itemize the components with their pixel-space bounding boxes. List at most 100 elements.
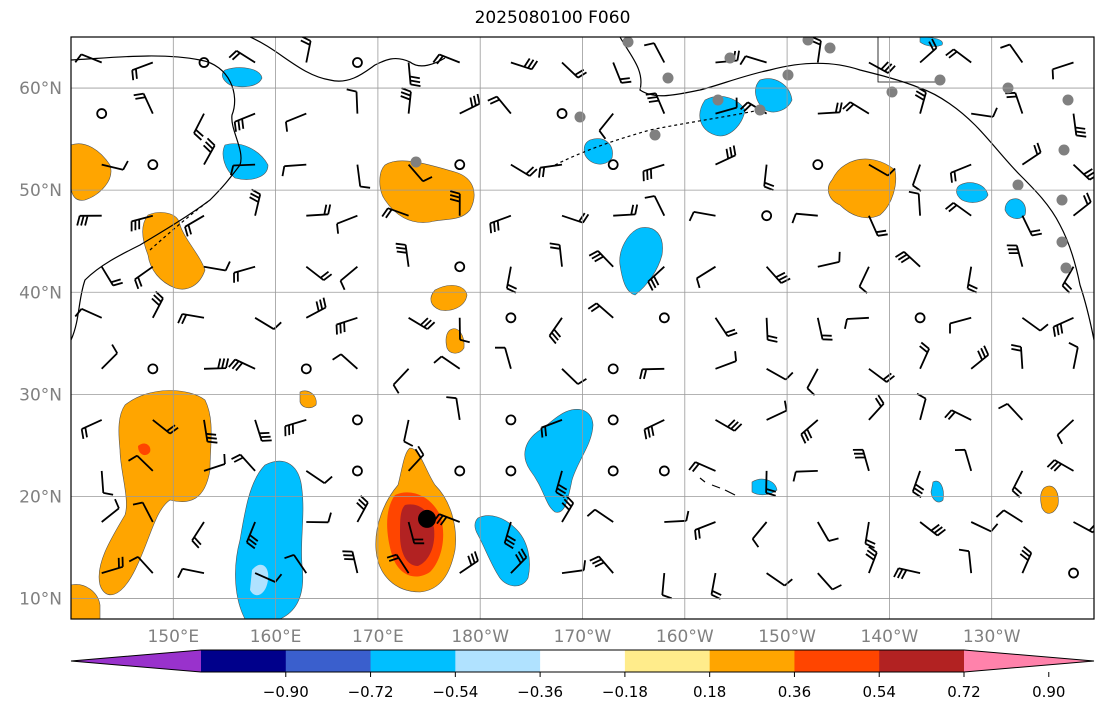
- wind-barb: [911, 470, 925, 499]
- wind-barb: [203, 358, 230, 370]
- wind-barb: [74, 307, 103, 319]
- colorbar-tick-label: 0.54: [863, 683, 896, 701]
- calm-wind-marker: [658, 465, 670, 477]
- wind-barb: [893, 567, 921, 580]
- wind-barb: [895, 251, 921, 268]
- wind-barb: [765, 470, 777, 497]
- station-dot: [662, 72, 674, 84]
- wind-barb: [254, 572, 283, 583]
- wind-barb: [647, 266, 665, 291]
- wind-barb: [561, 560, 586, 574]
- blue-region-north-east: [919, 37, 943, 47]
- wind-barb: [1051, 61, 1074, 80]
- wind-barb: [339, 266, 358, 291]
- colorbar-high-extend: [964, 650, 1094, 672]
- wind-barb: [203, 453, 226, 472]
- blue-region-bc-coast: [956, 182, 989, 203]
- wind-barb: [407, 164, 433, 183]
- wind-barb: [134, 265, 154, 290]
- wind-barb: [588, 250, 614, 268]
- wind-barb: [487, 95, 512, 115]
- wind-barb: [510, 548, 528, 574]
- map-frame: [70, 36, 1095, 620]
- wind-barb: [919, 38, 938, 64]
- wind-barb: [100, 266, 123, 287]
- orange-region-japan: [71, 143, 112, 201]
- station-dot: [1062, 94, 1074, 106]
- wind-barb: [100, 470, 114, 496]
- station-dot: [1060, 262, 1072, 274]
- wind-barb: [132, 501, 154, 523]
- wind-barb: [613, 204, 639, 217]
- wind-barb: [868, 394, 885, 421]
- colorbar: [70, 649, 1095, 673]
- wind-barb: [133, 92, 154, 114]
- colorbar-segment: [201, 650, 287, 672]
- wind-barb: [1052, 316, 1074, 337]
- wind-barb: [598, 113, 614, 140]
- colorbar-segment: [285, 650, 372, 672]
- wind-barb: [459, 551, 479, 574]
- station-dot: [724, 52, 736, 64]
- wind-barb: [332, 353, 358, 370]
- station-dot: [754, 104, 766, 116]
- station-dot: [622, 37, 634, 48]
- wind-barb: [459, 93, 481, 115]
- colorbar-tick-label: −0.18: [602, 683, 648, 701]
- calm-wind-marker: [454, 465, 466, 477]
- lon-tick-label: 150°W: [758, 627, 816, 647]
- wind-barb: [561, 495, 575, 523]
- wind-barb: [203, 419, 218, 444]
- wind-barb: [249, 188, 262, 216]
- calm-wind-marker: [96, 108, 108, 119]
- wind-barb: [245, 521, 259, 550]
- wind-barb: [561, 212, 590, 224]
- wind-barb: [458, 317, 470, 344]
- station-dot: [1058, 144, 1070, 156]
- wind-barb: [817, 251, 841, 268]
- station-dot: [1056, 236, 1068, 248]
- wind-barb: [1011, 344, 1024, 369]
- wind-barb: [958, 548, 973, 574]
- wind-barb: [765, 317, 778, 343]
- map-title: 2025080100 F060: [474, 8, 631, 28]
- wind-barb: [306, 204, 332, 217]
- colorbar-ticks: −0.90 −0.72 −0.54 −0.36 −0.18 0.18 0.36 0.54 0.7…: [263, 672, 1065, 701]
- wind-barb: [1000, 43, 1024, 64]
- wind-barb: [284, 554, 308, 574]
- wind-barb: [642, 163, 665, 182]
- calm-wind-marker: [607, 414, 619, 426]
- calm-wind-marker: [300, 363, 312, 375]
- lon-tick-label: 150°E: [147, 627, 199, 647]
- wind-barb: [919, 521, 946, 537]
- lon-tick-label: 160°E: [250, 627, 302, 647]
- calm-wind-marker: [352, 414, 363, 426]
- wind-barb: [101, 344, 118, 370]
- calm-wind-marker: [812, 159, 824, 171]
- wind-barb-layer: [74, 37, 1094, 600]
- lat-tick-label: 50°N: [19, 181, 62, 201]
- storm-center-marker: [418, 509, 437, 528]
- lat-tick-label: 30°N: [19, 385, 62, 405]
- wind-barb: [586, 508, 614, 523]
- wind-barb: [587, 302, 614, 319]
- colorbar-low-extend: [71, 650, 201, 672]
- wind-barb: [1068, 341, 1079, 369]
- calm-wind-marker: [1068, 567, 1079, 579]
- wind-barb: [852, 448, 870, 472]
- blue-region-bering: [583, 138, 613, 165]
- wind-barb: [432, 513, 461, 526]
- station-dot: [934, 74, 946, 86]
- wind-barb: [231, 453, 256, 472]
- wind-barb: [643, 419, 665, 440]
- colorbar-segment: [455, 650, 541, 672]
- wind-barb: [510, 58, 539, 71]
- wind-barb: [694, 521, 716, 540]
- wind-barb: [868, 61, 896, 74]
- wind-barb: [970, 345, 990, 370]
- calm-wind-marker: [198, 57, 210, 68]
- wind-barb: [230, 163, 256, 176]
- wind-barb: [151, 290, 164, 319]
- wind-barb: [228, 50, 256, 64]
